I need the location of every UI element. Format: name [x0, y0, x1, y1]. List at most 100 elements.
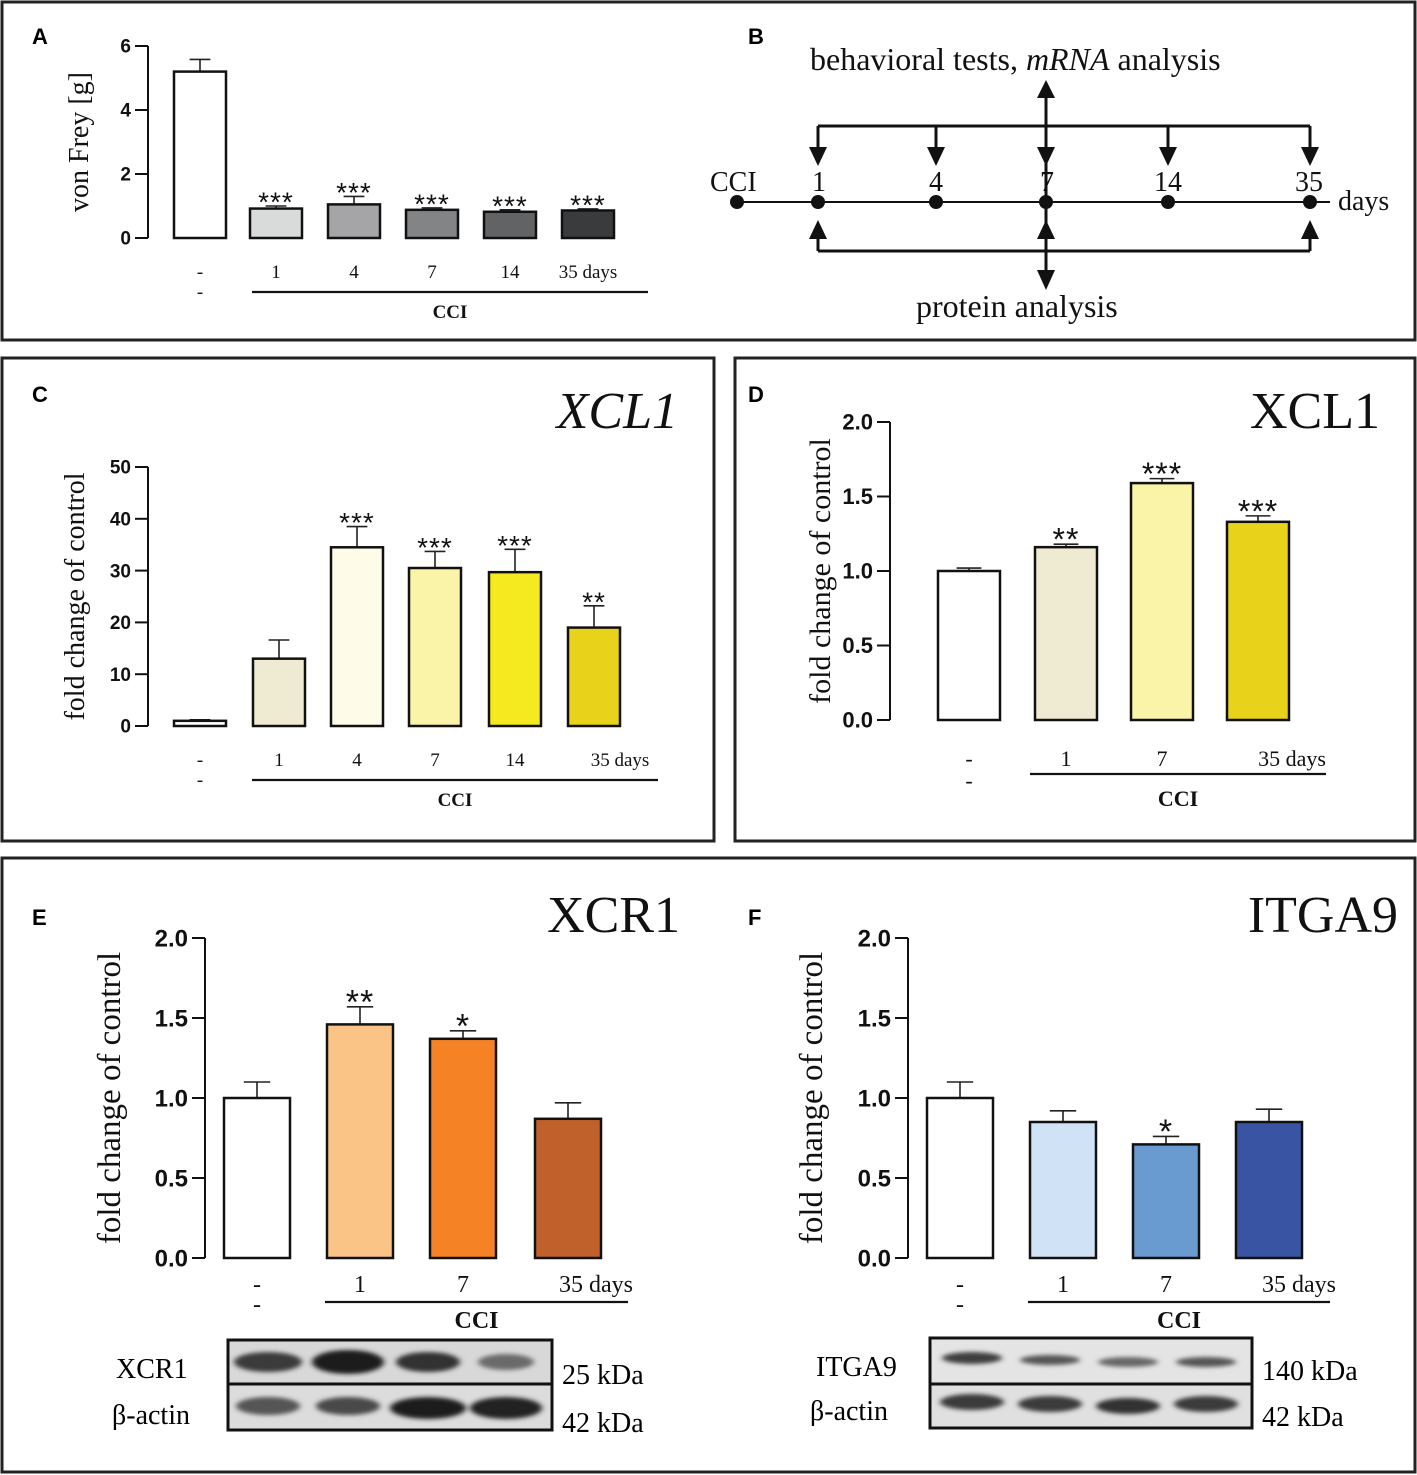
chart-a-category-label: 35 days [559, 262, 618, 283]
chart-a-y-tick-label: 4 [120, 101, 131, 122]
chart-c-y-tick-label: 50 [110, 458, 131, 479]
chart-d-bar [1033, 545, 1099, 722]
chart-c-category-label: 14 [506, 750, 526, 771]
chart-a-y-tick-label: 2 [120, 165, 131, 186]
chart-a-category-label: 14 [501, 262, 521, 283]
panel-frame-ef [0, 856, 1417, 1474]
blot-e-band-2-2 [316, 1397, 380, 1415]
chart-f-category-label: - [956, 1272, 964, 1298]
chart-e-bar [428, 1037, 498, 1260]
chart-f-category-label: 7 [1160, 1272, 1172, 1298]
blot-e-size-actin: 42 kDa [562, 1408, 644, 1439]
chart-e-y-tick-label: 0.5 [155, 1165, 188, 1192]
chart-a-bar [482, 210, 538, 240]
chart-c-significance: ** [582, 586, 606, 617]
timeline-dot-day-14 [1161, 195, 1175, 209]
chart-f-category-label: 35 days [1262, 1272, 1336, 1298]
chart-d-y-tick-label: 1.5 [842, 484, 873, 509]
timeline-bottom-arrowhead-35 [1301, 220, 1319, 239]
panel-letter-d: D [748, 382, 764, 407]
chart-e-title: XCR1 [547, 887, 680, 944]
chart-a-category-label: 7 [427, 262, 437, 283]
timeline-bottom-label: protein analysis [916, 288, 1118, 324]
blot-f-band-2-2 [1018, 1396, 1082, 1412]
blot-e-band-1-4 [478, 1354, 534, 1370]
chart-e-y-label: fold change of control [92, 952, 128, 1244]
chart-c-bar [172, 719, 228, 728]
chart-d-group-label: CCI [1158, 786, 1198, 811]
timeline-day-4: 4 [929, 167, 943, 198]
chart-e-category-label: 1 [354, 1272, 366, 1298]
chart-c-bar [251, 657, 307, 728]
blot-e-band-1-2 [312, 1350, 384, 1374]
panel-frame-ab [0, 0, 1417, 342]
panel-letter-b: B [748, 24, 764, 49]
chart-e-xcr1-protein: 0.0 0.5 1.0 1.5 2.0 fold change of control XCR… [92, 887, 680, 1334]
blot-f-band-1-2 [1020, 1355, 1080, 1365]
chart-f-control-sublabel: - [956, 1292, 964, 1318]
chart-f-title: ITGA9 [1248, 887, 1398, 944]
chart-e-significance: ** [346, 984, 374, 1022]
chart-c-category-label: 35 days [591, 750, 650, 771]
chart-c-bar [487, 570, 543, 728]
chart-c-significance: *** [497, 530, 533, 561]
chart-c-y-label: fold change of control [60, 472, 91, 720]
chart-d-category-label: 35 days [1258, 746, 1326, 771]
timeline-bottom-arrowhead-1 [809, 220, 827, 239]
chart-a-category-label: 1 [271, 262, 281, 283]
chart-f-y-tick-label: 1.5 [858, 1005, 891, 1032]
timeline-top-arrowhead-1 [809, 147, 827, 166]
chart-c-significance: *** [339, 507, 375, 538]
panel-letter-f: F [748, 905, 761, 930]
blot-e-band-2-4 [470, 1397, 542, 1419]
chart-d-y-tick-label: 2.0 [842, 410, 873, 435]
chart-c-category-label: 4 [352, 750, 362, 771]
timeline-up-arrowhead [1037, 80, 1055, 98]
blot-f-band-1-3 [1098, 1357, 1158, 1367]
western-blot-e: XCR1 β-actin 25 kDa 42 kDa [112, 1338, 644, 1439]
chart-c-bar [566, 626, 622, 728]
chart-f-bar [1028, 1120, 1098, 1260]
timeline-diagram: behavioral tests, mRNA analysis protein … [710, 41, 1389, 324]
chart-c-group-label: CCI [438, 790, 473, 811]
blot-e-label-actin: β-actin [112, 1400, 190, 1431]
chart-d-y-label: fold change of control [804, 438, 837, 704]
chart-f-y-tick-label: 0.5 [858, 1165, 891, 1192]
chart-a-control-sublabel: - [197, 282, 203, 303]
chart-f-y-label: fold change of control [794, 952, 830, 1244]
timeline-dot-day-7 [1039, 195, 1053, 209]
chart-d-y-tick-label: 0.5 [842, 633, 873, 658]
timeline-day-14: 14 [1154, 167, 1182, 198]
panel-frame-d [733, 356, 1417, 843]
chart-a-group-label: CCI [433, 302, 468, 323]
chart-e-y-tick-label: 1.0 [155, 1085, 188, 1112]
blot-f-band-2-3 [1096, 1398, 1160, 1414]
chart-e-y-tick-label: 1.5 [155, 1005, 188, 1032]
blot-f-band-2-4 [1174, 1396, 1238, 1412]
chart-a-significance: *** [414, 189, 450, 220]
timeline-dot-cci [730, 195, 744, 209]
timeline-day-1: 1 [812, 167, 826, 198]
timeline-start-label: CCI [710, 167, 757, 198]
chart-c-y-tick-label: 40 [110, 509, 131, 530]
timeline-top-arrowhead-14 [1159, 147, 1177, 166]
blot-e-size-target: 25 kDa [562, 1360, 644, 1391]
chart-a-bar [326, 203, 382, 240]
panel-frame-c [0, 356, 716, 843]
chart-f-group-label: CCI [1157, 1308, 1201, 1334]
chart-d-significance: *** [1142, 456, 1182, 492]
blot-f-band-2-1 [940, 1394, 1004, 1410]
timeline-top-arrowhead-7 [1037, 147, 1055, 166]
chart-d-category-label: 7 [1157, 746, 1168, 771]
chart-a-y-label: von Frey [g] [64, 72, 95, 212]
chart-a-significance: *** [492, 190, 528, 221]
chart-e-category-label: 7 [457, 1272, 469, 1298]
chart-d-category-label: - [965, 746, 972, 771]
chart-d-significance: ** [1053, 522, 1080, 558]
chart-d-y-tick-label: 1.0 [842, 559, 873, 584]
chart-a-bar [560, 209, 616, 240]
chart-e-bar [325, 1023, 395, 1260]
chart-e-category-label: - [253, 1272, 261, 1298]
chart-f-bar [925, 1096, 995, 1260]
